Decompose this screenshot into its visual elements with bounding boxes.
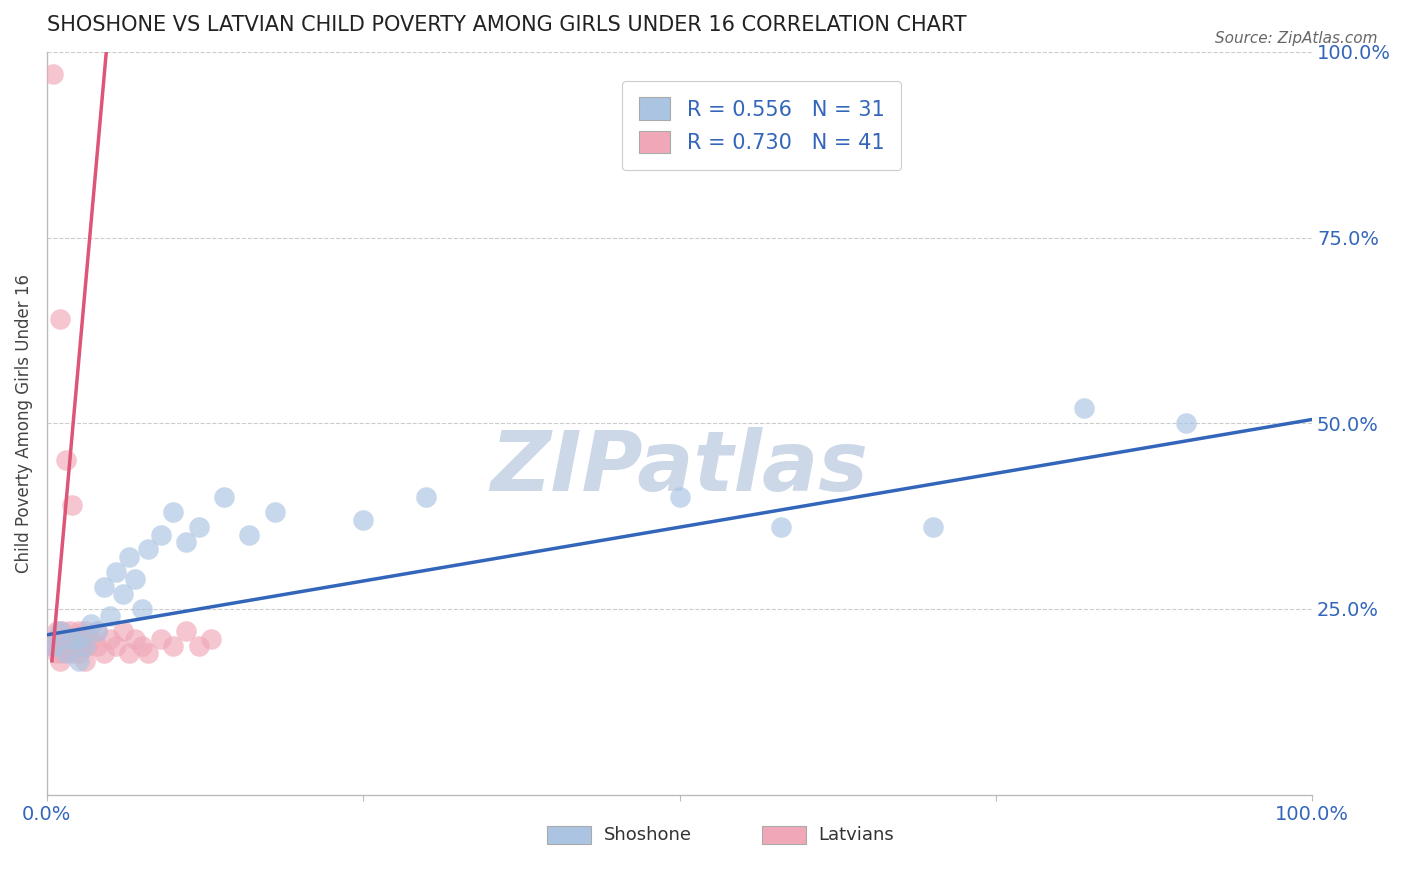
- Point: [93, 647, 115, 661]
- Point: [105, 565, 128, 579]
- Point: [136, 647, 159, 661]
- Point: [98, 609, 121, 624]
- Point: [55, 647, 77, 661]
- Text: Shoshone: Shoshone: [603, 826, 692, 845]
- Point: [118, 647, 141, 661]
- Point: [42, 67, 65, 81]
- Point: [769, 520, 792, 534]
- Point: [46, 647, 69, 661]
- Point: [118, 549, 141, 564]
- Legend: R = 0.556   N = 31, R = 0.730   N = 41: R = 0.556 N = 31, R = 0.730 N = 41: [623, 81, 901, 170]
- Point: [52, 647, 75, 661]
- Y-axis label: Child Poverty Among Girls Under 16: Child Poverty Among Girls Under 16: [15, 274, 32, 573]
- Point: [76, 639, 98, 653]
- Point: [73, 639, 96, 653]
- Point: [131, 639, 153, 653]
- Point: [162, 639, 184, 653]
- Point: [415, 491, 437, 505]
- Point: [174, 535, 197, 549]
- Point: [238, 527, 260, 541]
- Point: [212, 491, 235, 505]
- Point: [187, 639, 209, 653]
- Point: [72, 639, 94, 653]
- Point: [80, 616, 103, 631]
- Point: [136, 542, 159, 557]
- Point: [105, 639, 128, 653]
- Point: [174, 624, 197, 639]
- Text: Latvians: Latvians: [818, 826, 894, 845]
- Point: [80, 632, 103, 646]
- Point: [42, 639, 65, 653]
- Point: [124, 632, 146, 646]
- Point: [187, 520, 209, 534]
- Point: [60, 498, 83, 512]
- Point: [55, 453, 77, 467]
- Point: [668, 491, 690, 505]
- Point: [56, 639, 79, 653]
- Point: [42, 639, 65, 653]
- Point: [46, 639, 69, 653]
- Point: [124, 572, 146, 586]
- Point: [55, 632, 77, 646]
- Point: [46, 624, 69, 639]
- Point: [921, 520, 943, 534]
- Point: [263, 505, 285, 519]
- Point: [352, 513, 374, 527]
- Point: [149, 527, 172, 541]
- Point: [67, 647, 90, 661]
- FancyBboxPatch shape: [547, 826, 591, 845]
- Point: [86, 624, 108, 639]
- FancyBboxPatch shape: [762, 826, 806, 845]
- Point: [51, 624, 73, 639]
- Point: [65, 639, 87, 653]
- Point: [67, 632, 90, 646]
- Point: [59, 624, 82, 639]
- Point: [98, 632, 121, 646]
- Point: [200, 632, 222, 646]
- Point: [1174, 416, 1197, 430]
- Point: [131, 602, 153, 616]
- Point: [111, 587, 134, 601]
- Point: [70, 632, 93, 646]
- Text: SHOSHONE VS LATVIAN CHILD POVERTY AMONG GIRLS UNDER 16 CORRELATION CHART: SHOSHONE VS LATVIAN CHILD POVERTY AMONG …: [46, 15, 966, 35]
- Point: [48, 312, 70, 326]
- Point: [93, 580, 115, 594]
- Point: [73, 654, 96, 668]
- Text: ZIPatlas: ZIPatlas: [491, 427, 869, 508]
- Point: [149, 632, 172, 646]
- Point: [86, 624, 108, 639]
- Point: [48, 624, 70, 639]
- Point: [67, 654, 90, 668]
- Point: [60, 632, 83, 646]
- Point: [86, 639, 108, 653]
- Point: [162, 505, 184, 519]
- Point: [1073, 401, 1095, 416]
- Point: [67, 624, 90, 639]
- Point: [111, 624, 134, 639]
- Point: [45, 632, 67, 646]
- Point: [48, 654, 70, 668]
- Text: Source: ZipAtlas.com: Source: ZipAtlas.com: [1215, 31, 1378, 46]
- Point: [60, 647, 83, 661]
- Point: [63, 632, 86, 646]
- Point: [73, 624, 96, 639]
